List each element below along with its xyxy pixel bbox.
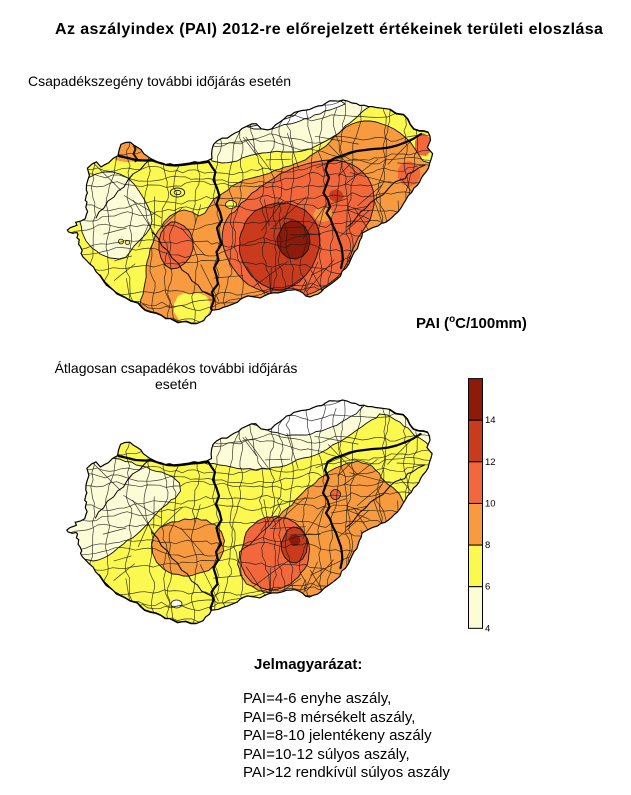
svg-text:4: 4	[485, 623, 490, 634]
svg-text:6: 6	[485, 582, 490, 593]
svg-text:10: 10	[485, 499, 496, 510]
svg-text:8: 8	[485, 540, 490, 551]
svg-text:12: 12	[485, 457, 496, 468]
svg-text:14: 14	[485, 415, 496, 426]
